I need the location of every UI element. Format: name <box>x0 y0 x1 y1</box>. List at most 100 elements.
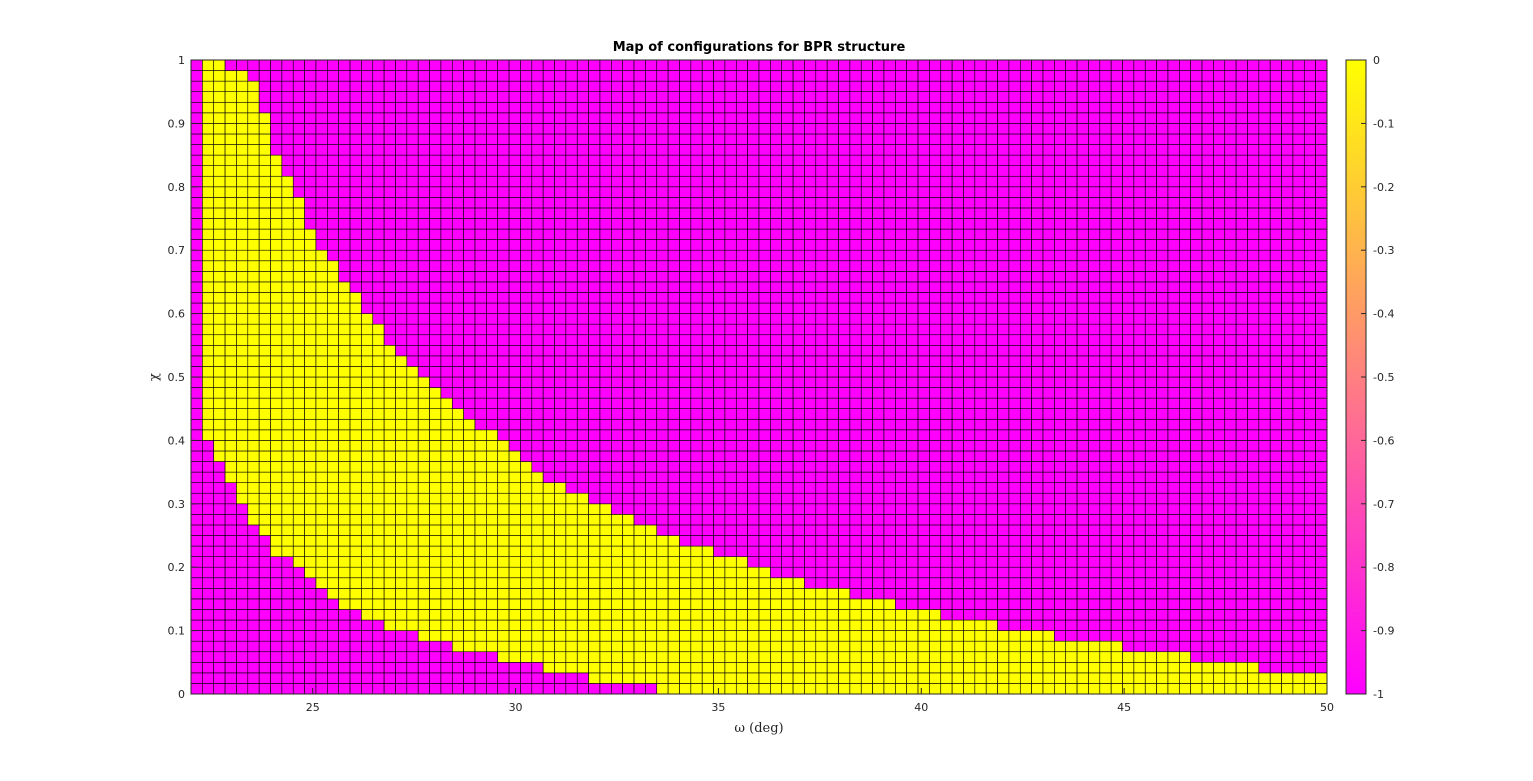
heatmap-cell <box>792 154 805 166</box>
heatmap-cell <box>758 397 771 410</box>
heatmap-cell <box>258 323 271 336</box>
heatmap-cell <box>611 207 623 219</box>
heatmap-cell <box>735 271 748 283</box>
heatmap-cell <box>645 355 658 367</box>
heatmap-cell <box>872 302 885 314</box>
heatmap-cell <box>372 461 385 473</box>
heatmap-cell <box>463 492 476 505</box>
heatmap-cell <box>963 683 976 695</box>
heatmap-cell <box>588 640 601 653</box>
heatmap-cell <box>826 144 839 156</box>
heatmap-cell <box>792 640 805 653</box>
heatmap-cell <box>997 598 1010 610</box>
heatmap-cell <box>202 683 215 695</box>
heatmap-cell <box>758 440 771 452</box>
heatmap-cell <box>520 175 533 188</box>
heatmap-cell <box>906 524 919 536</box>
heatmap-cell <box>508 524 521 536</box>
heatmap-cell <box>895 577 907 589</box>
heatmap-cell <box>690 154 703 166</box>
heatmap-cell <box>997 609 1010 621</box>
heatmap-cell <box>520 429 533 441</box>
heatmap-cell <box>429 70 442 82</box>
heatmap-cell <box>406 80 419 92</box>
heatmap-cell <box>1008 408 1021 420</box>
heatmap-cell <box>542 123 555 135</box>
heatmap-cell <box>565 535 578 547</box>
heatmap-cell <box>985 144 998 156</box>
heatmap-cell <box>361 619 374 631</box>
heatmap-cell <box>940 218 953 230</box>
heatmap-cell <box>304 598 317 610</box>
heatmap-cell <box>838 344 851 357</box>
heatmap-cell <box>190 429 203 441</box>
heatmap-cell <box>679 598 692 610</box>
heatmap-cell <box>951 524 964 536</box>
heatmap-cell <box>792 588 805 600</box>
heatmap-cell <box>1019 683 1032 695</box>
heatmap-cell <box>202 408 215 420</box>
heatmap-cell <box>895 418 907 431</box>
heatmap-cell <box>372 482 385 494</box>
heatmap-cell <box>599 207 612 219</box>
heatmap-cell <box>1054 281 1067 293</box>
heatmap-cell <box>747 281 760 293</box>
heatmap-cell <box>747 186 760 198</box>
heatmap-cell <box>599 661 612 674</box>
heatmap-cell <box>997 630 1010 642</box>
heatmap-cell <box>963 588 976 600</box>
heatmap-cell <box>349 144 362 156</box>
heatmap-cell <box>451 397 464 410</box>
heatmap-cell <box>1099 640 1112 653</box>
heatmap-cell <box>667 619 680 631</box>
heatmap-cell <box>542 577 555 589</box>
heatmap-cell <box>554 355 567 367</box>
heatmap-cell <box>406 524 419 536</box>
heatmap-cell <box>383 228 396 240</box>
heatmap-cell <box>599 249 612 262</box>
heatmap-cell <box>645 556 658 568</box>
heatmap-cell <box>292 577 305 589</box>
heatmap-cell <box>440 387 453 399</box>
heatmap-cell <box>383 165 396 177</box>
heatmap-cell <box>599 228 612 240</box>
heatmap-cell <box>1019 535 1032 547</box>
heatmap-cell <box>270 461 283 473</box>
heatmap-cell <box>202 598 215 610</box>
heatmap-cell <box>1008 440 1021 452</box>
heatmap-cell <box>872 661 885 674</box>
heatmap-cell <box>906 545 919 557</box>
heatmap-cell <box>202 302 215 314</box>
heatmap-cell <box>701 101 714 114</box>
heatmap-cell <box>361 418 374 431</box>
heatmap-cell <box>258 175 271 188</box>
heatmap-cell <box>1110 355 1123 367</box>
heatmap-cell <box>895 207 907 219</box>
heatmap-cell <box>270 218 283 230</box>
heatmap-cell <box>190 545 203 557</box>
heatmap-cell <box>997 70 1010 82</box>
heatmap-cell <box>486 408 499 420</box>
heatmap-cell <box>429 514 442 526</box>
heatmap-cell <box>508 471 521 483</box>
heatmap-cell <box>258 80 271 92</box>
heatmap-cell <box>860 577 873 589</box>
heatmap-cell <box>417 355 430 367</box>
heatmap-cell <box>724 197 737 209</box>
heatmap-cell <box>781 492 794 505</box>
heatmap-cell <box>940 408 953 420</box>
heatmap-cell <box>895 228 907 240</box>
heatmap-cell <box>190 524 203 536</box>
heatmap-cell <box>804 186 817 198</box>
heatmap-cell <box>747 175 760 188</box>
heatmap-cell <box>1008 260 1021 272</box>
heatmap-cell <box>985 334 998 346</box>
heatmap-cell <box>520 165 533 177</box>
heatmap-cell <box>1088 355 1101 367</box>
heatmap-cell <box>838 260 851 272</box>
heatmap-cell <box>531 197 544 209</box>
heatmap-cell <box>633 630 646 642</box>
heatmap-cell <box>849 683 862 695</box>
heatmap-cell <box>588 514 601 526</box>
